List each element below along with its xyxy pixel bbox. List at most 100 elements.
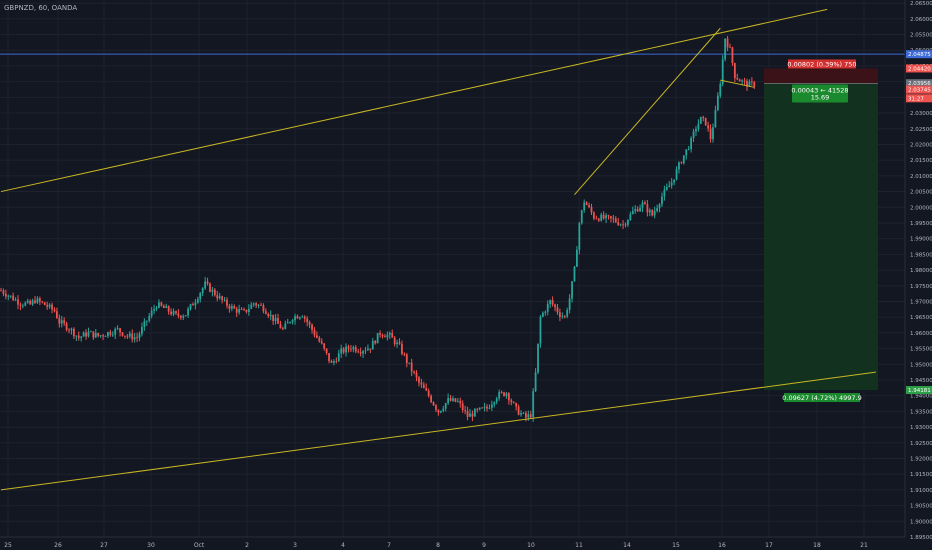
candle-up — [196, 299, 199, 303]
candle-down — [418, 377, 420, 383]
candle-up — [189, 304, 192, 309]
candle-down — [272, 314, 275, 322]
candle-down — [213, 289, 216, 296]
candle-up — [114, 328, 117, 335]
x-tick-label: 27 — [100, 542, 108, 549]
candle-up — [252, 303, 255, 305]
candle-down — [206, 281, 209, 284]
candle-up — [211, 289, 214, 292]
candle-down — [29, 300, 32, 305]
price-tag-bg — [906, 386, 932, 395]
candle-up — [600, 214, 603, 221]
candle-up — [201, 288, 204, 294]
candle-down — [393, 337, 396, 345]
candle-down — [736, 78, 739, 80]
candle-up — [505, 393, 508, 396]
candle-down — [347, 346, 350, 349]
candles — [0, 35, 756, 422]
x-tick-label: Oct — [194, 542, 205, 549]
candle-up — [661, 196, 663, 205]
candle-up — [549, 300, 552, 304]
candle-down — [281, 328, 284, 330]
candle-down — [63, 320, 66, 324]
price-tag: 1.94181 — [908, 388, 931, 394]
candle-down — [323, 343, 326, 349]
candle-down — [162, 305, 165, 308]
candle-up — [75, 335, 78, 337]
candle-up — [629, 214, 632, 220]
candle-down — [260, 304, 262, 306]
candle-up — [578, 223, 581, 250]
candle-down — [403, 353, 406, 355]
candle-down — [179, 315, 182, 318]
candle-down — [612, 218, 615, 220]
candle-down — [335, 361, 338, 362]
y-tick-label: 1.96000 — [910, 331, 932, 337]
candle-up — [133, 337, 136, 340]
candle-up — [546, 303, 549, 312]
candle-up — [568, 298, 571, 311]
candle-up — [371, 340, 374, 350]
candle-down — [410, 362, 413, 372]
candle-up — [537, 343, 539, 373]
candle-down — [430, 395, 433, 403]
y-tick-label: 1.94500 — [910, 378, 932, 384]
trend-lines[interactable] — [0, 8, 876, 491]
candle-up — [527, 414, 530, 418]
candle-down — [585, 202, 588, 205]
price-tag: 2.04875 — [908, 52, 931, 58]
candle-down — [750, 81, 753, 83]
candle-up — [544, 311, 547, 313]
candle-down — [226, 299, 228, 306]
candle-up — [444, 403, 447, 409]
candle-down — [0, 290, 2, 292]
x-tick-label: 26 — [54, 542, 62, 549]
candle-down — [464, 410, 467, 411]
candle-down — [330, 361, 333, 363]
candle-up — [337, 353, 340, 362]
y-axis[interactable]: 2.065002.060002.055002.050002.045002.040… — [910, 1, 932, 541]
candle-down — [398, 342, 401, 344]
candle-up — [172, 311, 175, 315]
candle-down — [743, 80, 746, 82]
candle-up — [257, 304, 260, 306]
y-tick-label: 1.91000 — [910, 488, 932, 494]
candle-up — [352, 347, 355, 350]
candle-up — [284, 323, 287, 329]
x-axis[interactable]: 25 26 27 30 Oct 2 3 4 7 8 9 10 11 14 15 16 17 18 21 — [4, 542, 868, 549]
candle-up — [155, 307, 158, 309]
candle-up — [388, 332, 391, 335]
candle-down — [595, 218, 598, 220]
candle-down — [617, 222, 620, 225]
candle-up — [145, 320, 148, 322]
candle-up — [687, 149, 690, 150]
candle-down — [729, 47, 731, 49]
y-tick-label: 1.99500 — [910, 221, 932, 227]
position-zones — [764, 68, 878, 391]
candle-down — [476, 409, 479, 411]
candle-up — [714, 110, 717, 128]
candle-up — [631, 210, 634, 215]
y-tick-label: 2.06500 — [910, 1, 932, 7]
x-tick-label: 18 — [813, 542, 821, 549]
candle-up — [24, 302, 27, 306]
candle-up — [116, 328, 119, 330]
candle-down — [636, 209, 639, 212]
candle-down — [590, 206, 593, 213]
candle-down — [124, 335, 126, 337]
candle-down — [55, 311, 58, 319]
candle-down — [510, 400, 513, 403]
y-tick-label: 1.98500 — [910, 252, 932, 258]
candle-up — [634, 209, 637, 211]
candle-down — [279, 323, 282, 329]
channel-upper-line — [0, 8, 828, 193]
center-label-1: 0.00043 ← 41528 — [791, 87, 848, 95]
candle-down — [177, 313, 180, 316]
candle-up — [274, 318, 277, 322]
candle-down — [216, 295, 219, 299]
chart-title: GBPNZD, 60, OANDA — [4, 4, 77, 12]
candle-up — [675, 169, 678, 180]
candle-up — [291, 320, 294, 323]
candle-down — [320, 341, 323, 344]
